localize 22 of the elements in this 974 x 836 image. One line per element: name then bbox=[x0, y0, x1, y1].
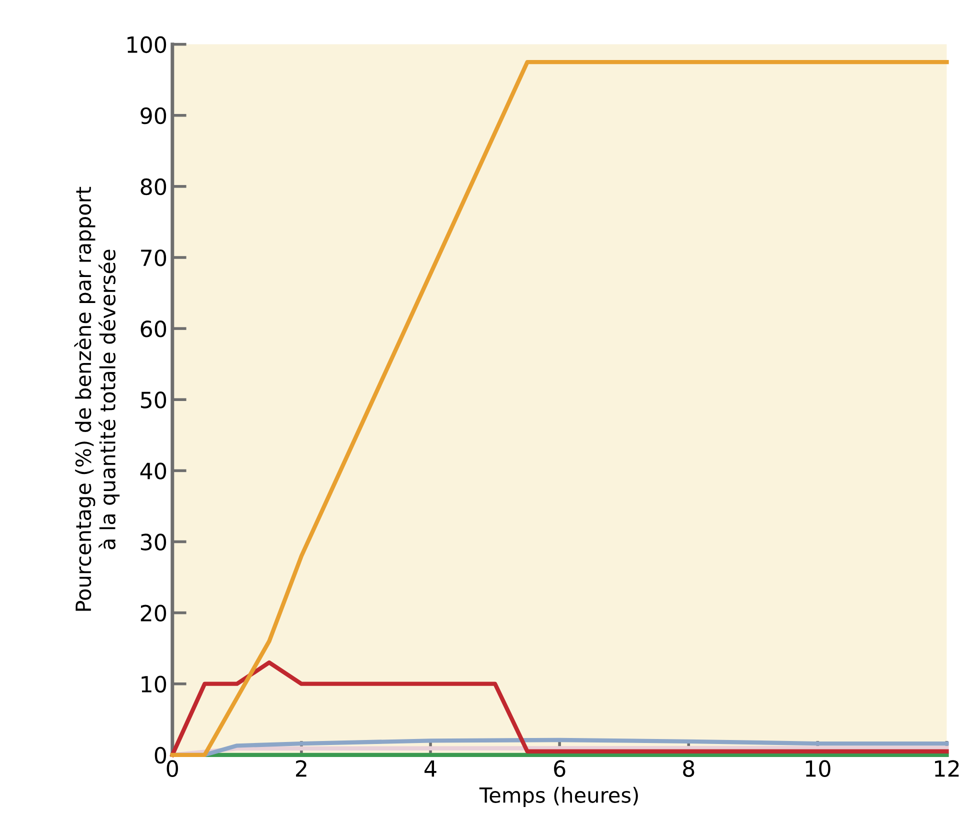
y-tick-label: 60 bbox=[140, 320, 166, 338]
x-tick-label: 12 bbox=[935, 760, 959, 777]
x-axis-title: Temps (heures) bbox=[479, 786, 638, 807]
line-series bbox=[170, 60, 949, 757]
x-tick-label: 8 bbox=[683, 760, 694, 777]
y-tick-label: 100 bbox=[128, 36, 166, 54]
x-tick-label: 6 bbox=[554, 760, 566, 777]
y-tick-label: 40 bbox=[140, 462, 166, 480]
y-tick-label: 10 bbox=[142, 676, 166, 693]
x-tick-label: 10 bbox=[806, 760, 830, 777]
x-tick-label: 0 bbox=[166, 760, 178, 777]
y-tick-label: 30 bbox=[140, 534, 166, 550]
y-axis-title: Pourcentage (%) de benzène par rapport à la quantité totale déversée bbox=[74, 186, 120, 611]
x-tick-label: 4 bbox=[424, 760, 436, 777]
x-tick-label: 2 bbox=[296, 760, 306, 777]
y-tick-label: 90 bbox=[140, 107, 166, 124]
y-tick-label: 0 bbox=[154, 746, 166, 764]
line-series bbox=[170, 660, 949, 757]
y-tick-label: 80 bbox=[140, 178, 166, 196]
y-tick-label: 20 bbox=[140, 604, 166, 622]
y-tick-label: 50 bbox=[140, 392, 166, 408]
y-tick-label: 70 bbox=[141, 249, 166, 266]
